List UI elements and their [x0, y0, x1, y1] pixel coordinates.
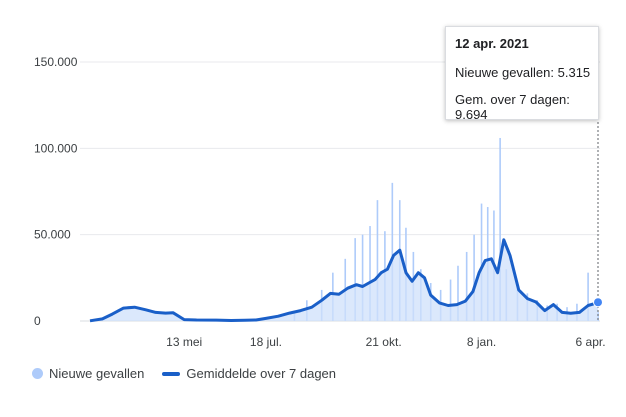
legend: Nieuwe gevallen Gemiddelde over 7 dagen [32, 366, 354, 381]
y-tick-label: 150.000 [34, 55, 78, 69]
bar-new-cases [449, 279, 452, 321]
y-tick-label: 0 [34, 314, 41, 328]
bar-new-cases [391, 182, 394, 321]
y-tick-label: 100.000 [34, 141, 78, 155]
line-7day-average-path [89, 238, 599, 323]
legend-label-new-cases: Nieuwe gevallen [49, 366, 145, 381]
axis-ticks: 150.000 100.000 50.000 0 13 mei 18 jul. 21 okt… [34, 55, 606, 349]
bar-new-cases [473, 234, 475, 321]
tooltip: 12 apr. 2021 Nieuwe gevallen: 5.315 Gem.… [445, 26, 599, 122]
bar-new-cases [480, 203, 483, 321]
bar-new-cases [369, 226, 371, 321]
area-layer [90, 239, 598, 321]
legend-item-7day-average[interactable]: Gemiddelde over 7 dagen [162, 366, 336, 381]
bar-new-cases [354, 238, 356, 321]
legend-swatch-7day-average [162, 371, 181, 376]
legend-item-new-cases[interactable]: Nieuwe gevallen [32, 366, 144, 381]
y-tick-label: 50.000 [34, 228, 71, 242]
bar-new-cases [376, 200, 379, 321]
tooltip-date: 12 apr. 2021 [455, 36, 529, 51]
x-tick-label: 18 jul. [250, 335, 282, 349]
legend-label-7day-average: Gemiddelde over 7 dagen [186, 366, 337, 381]
hover-point [593, 297, 603, 308]
bar-new-cases [457, 265, 459, 321]
line-7day-average [89, 238, 599, 323]
bar-new-cases [361, 234, 364, 321]
hover-cursor [593, 118, 603, 321]
tooltip-7day-average: Gem. over 7 dagen: 9.694 [455, 92, 570, 122]
area-7day-average [90, 239, 598, 321]
x-tick-label: 6 apr. [576, 335, 606, 349]
x-tick-label: 8 jan. [467, 335, 496, 349]
x-tick-label: 13 mei [166, 335, 202, 349]
bar-new-cases [499, 137, 501, 321]
legend-swatch-new-cases [32, 368, 43, 379]
tooltip-new-cases: Nieuwe gevallen: 5.315 [455, 65, 591, 80]
x-tick-label: 21 okt. [366, 335, 402, 349]
bar-new-cases [587, 272, 589, 321]
bar-new-cases [465, 251, 468, 321]
